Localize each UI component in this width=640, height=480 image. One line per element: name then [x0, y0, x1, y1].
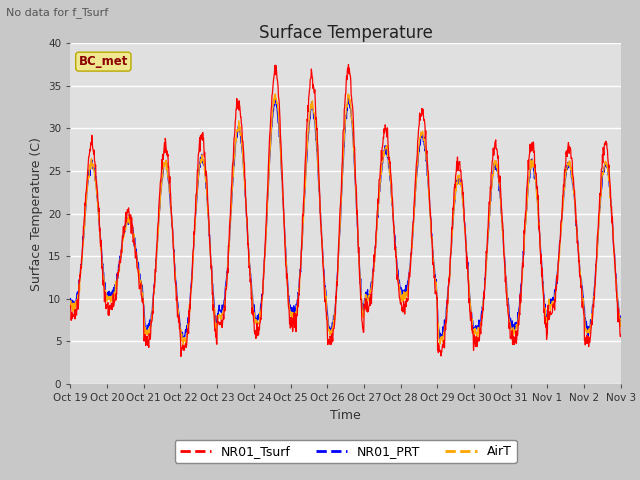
Legend: NR01_Tsurf, NR01_PRT, AirT: NR01_Tsurf, NR01_PRT, AirT [175, 440, 516, 463]
Y-axis label: Surface Temperature (C): Surface Temperature (C) [29, 137, 43, 290]
X-axis label: Time: Time [330, 408, 361, 421]
Text: BC_met: BC_met [79, 55, 128, 68]
Title: Surface Temperature: Surface Temperature [259, 24, 433, 42]
Text: No data for f_Tsurf: No data for f_Tsurf [6, 7, 109, 18]
